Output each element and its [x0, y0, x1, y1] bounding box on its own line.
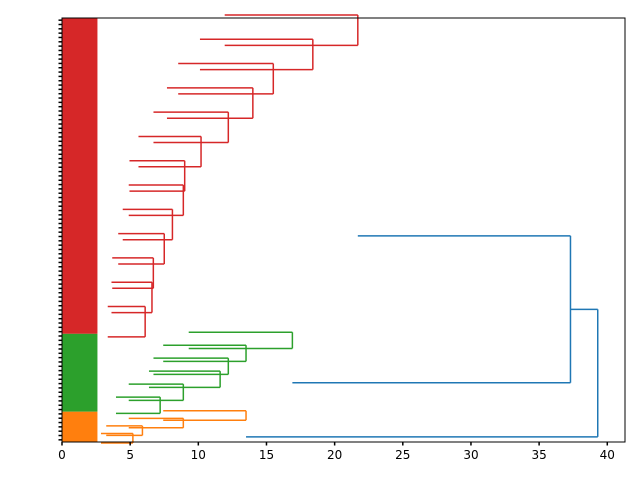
- leaf-labels: [58, 19, 62, 441]
- x-tick-label: 40: [600, 448, 615, 462]
- x-tick-label: 25: [395, 448, 410, 462]
- x-tick-label: 35: [531, 448, 546, 462]
- leaf-cluster-fill: [62, 333, 98, 412]
- x-tick-label: 15: [259, 448, 274, 462]
- x-axis: 0 5 10 15 20 25 30 35 40: [58, 442, 615, 462]
- leaf-cluster-fill: [62, 18, 98, 334]
- plot-area: [62, 18, 625, 442]
- x-tick-label: 10: [191, 448, 206, 462]
- leaf-cluster-fill: [62, 411, 98, 442]
- x-tick-label: 5: [126, 448, 134, 462]
- dendrogram-links: [62, 14, 599, 444]
- x-tick-label: 0: [58, 448, 66, 462]
- plot-frame: [61, 17, 626, 443]
- x-tick-label: 30: [463, 448, 478, 462]
- x-tick-label: 20: [327, 448, 342, 462]
